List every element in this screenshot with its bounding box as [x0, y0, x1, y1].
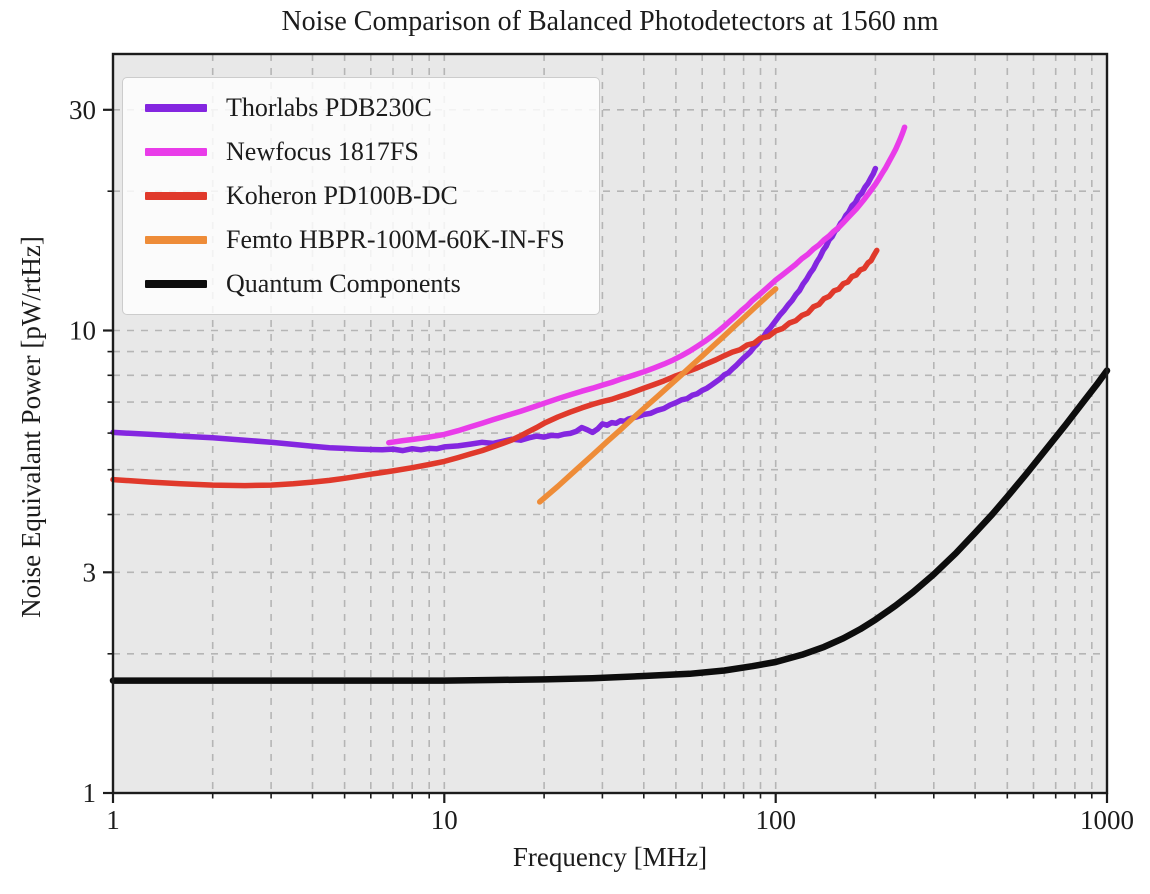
legend-line-swatch: [145, 192, 207, 200]
legend-item-thorlabs-pdb230c: Thorlabs PDB230C: [123, 86, 599, 130]
svg-text:1000: 1000: [1080, 805, 1134, 835]
legend-line-swatch: [145, 148, 207, 156]
chart-title: Noise Comparison of Balanced Photodetect…: [281, 6, 939, 37]
axis-ticks: [103, 108, 1109, 803]
svg-text:3: 3: [83, 557, 97, 587]
x-tick-labels: 1 10 100 1000: [106, 805, 1134, 835]
svg-text:1: 1: [83, 778, 97, 808]
legend-item-label: Thorlabs PDB230C: [226, 93, 432, 122]
legend-item-koheron-pd100b-dc: Koheron PD100B-DC: [123, 174, 599, 218]
legend-item-label: Koheron PD100B-DC: [226, 181, 458, 210]
legend-item-label: Femto HBPR-100M-60K-IN-FS: [226, 225, 565, 254]
gridlines: [112, 54, 1108, 794]
svg-text:10: 10: [69, 316, 96, 346]
series-koheron-pd100b-dc: [110, 247, 880, 489]
legend: Thorlabs PDB230C Newfocus 1817FS Koheron P…: [122, 77, 600, 315]
legend-line-swatch: [145, 236, 207, 244]
legend-item-label: Newfocus 1817FS: [226, 137, 419, 166]
series-quantum-components: [109, 367, 1111, 684]
legend-item-newfocus-1817fs: Newfocus 1817FS: [123, 130, 599, 174]
svg-text:30: 30: [69, 95, 96, 125]
y-tick-labels: 1 3 10 30: [69, 95, 96, 808]
svg-text:100: 100: [755, 805, 796, 835]
legend-item-label: Quantum Components: [226, 269, 461, 298]
legend-line-swatch: [145, 280, 207, 288]
series-thorlabs-pdb230c: [110, 165, 879, 454]
legend-item-femto-hbpr-100m-60k-in-fs: Femto HBPR-100M-60K-IN-FS: [123, 218, 599, 262]
series-femto-hbpr-100m-60k-in-fs: [536, 286, 779, 505]
svg-text:1: 1: [106, 805, 120, 835]
svg-text:10: 10: [431, 805, 458, 835]
x-axis-label: Frequency [MHz]: [512, 842, 708, 872]
axes-spines: [111, 52, 1109, 795]
legend-item-quantum-components: Quantum Components: [123, 262, 599, 306]
legend-line-swatch: [145, 104, 207, 112]
series-newfocus-1817fs: [386, 124, 908, 446]
